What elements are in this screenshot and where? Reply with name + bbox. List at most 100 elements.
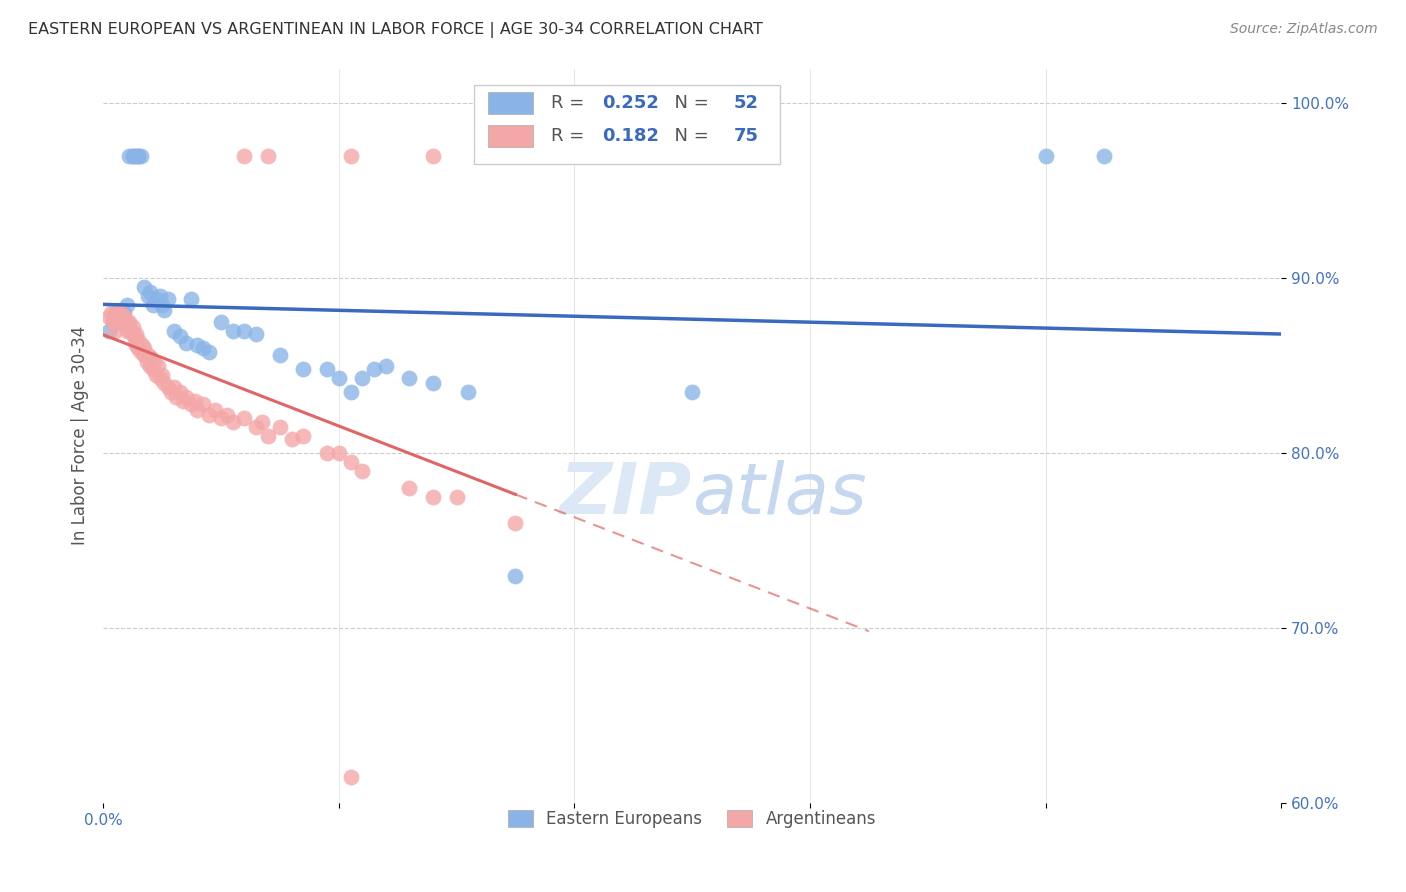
- Point: [209, 315, 232, 329]
- Point: [257, 428, 280, 442]
- Point: [339, 149, 361, 163]
- FancyBboxPatch shape: [488, 125, 533, 147]
- Point: [398, 371, 420, 385]
- Point: [172, 393, 194, 408]
- Point: [422, 490, 444, 504]
- Point: [136, 348, 159, 362]
- Point: [233, 324, 256, 338]
- Point: [139, 359, 162, 373]
- Point: [269, 420, 291, 434]
- Point: [118, 315, 141, 329]
- Point: [127, 333, 149, 347]
- Point: [121, 320, 143, 334]
- FancyBboxPatch shape: [488, 92, 533, 114]
- Point: [233, 411, 256, 425]
- Point: [374, 359, 396, 373]
- Point: [134, 280, 156, 294]
- Point: [135, 355, 157, 369]
- Point: [115, 297, 138, 311]
- Point: [163, 324, 186, 338]
- Point: [222, 415, 245, 429]
- Point: [198, 408, 221, 422]
- Point: [98, 324, 121, 338]
- Point: [245, 327, 267, 342]
- Point: [193, 341, 215, 355]
- Point: [153, 376, 176, 391]
- Point: [136, 289, 159, 303]
- Point: [339, 455, 361, 469]
- Point: [150, 297, 173, 311]
- Point: [292, 362, 315, 376]
- Point: [125, 327, 148, 342]
- Point: [104, 310, 127, 324]
- Point: [174, 390, 197, 404]
- Point: [105, 315, 128, 329]
- Text: Source: ZipAtlas.com: Source: ZipAtlas.com: [1230, 22, 1378, 37]
- Point: [316, 446, 339, 460]
- Text: N =: N =: [662, 94, 714, 112]
- Point: [104, 310, 127, 324]
- Point: [422, 376, 444, 391]
- Point: [139, 285, 162, 300]
- Point: [101, 315, 124, 329]
- Point: [148, 359, 170, 373]
- Text: ZIP: ZIP: [560, 460, 692, 529]
- Point: [156, 293, 179, 307]
- Text: atlas: atlas: [692, 460, 866, 529]
- Y-axis label: In Labor Force | Age 30-34: In Labor Force | Age 30-34: [72, 326, 89, 545]
- Point: [681, 384, 703, 399]
- Point: [153, 302, 176, 317]
- Point: [328, 446, 350, 460]
- Point: [156, 380, 179, 394]
- Point: [129, 149, 152, 163]
- Point: [149, 289, 172, 303]
- Point: [104, 324, 127, 338]
- Point: [245, 420, 267, 434]
- Point: [120, 324, 142, 338]
- Point: [149, 371, 172, 385]
- Point: [505, 568, 527, 582]
- Point: [316, 362, 339, 376]
- Point: [257, 149, 280, 163]
- Point: [107, 315, 129, 329]
- Point: [111, 310, 134, 324]
- Point: [250, 415, 273, 429]
- Point: [163, 380, 186, 394]
- Text: 75: 75: [734, 127, 758, 145]
- Point: [112, 315, 135, 329]
- Point: [104, 306, 127, 320]
- Text: R =: R =: [551, 127, 589, 145]
- Text: N =: N =: [662, 127, 714, 145]
- Text: EASTERN EUROPEAN VS ARGENTINEAN IN LABOR FORCE | AGE 30-34 CORRELATION CHART: EASTERN EUROPEAN VS ARGENTINEAN IN LABOR…: [28, 22, 763, 38]
- Point: [180, 293, 202, 307]
- Point: [398, 481, 420, 495]
- Point: [169, 384, 191, 399]
- Point: [186, 402, 208, 417]
- Point: [127, 149, 149, 163]
- FancyBboxPatch shape: [474, 85, 780, 164]
- Point: [233, 149, 256, 163]
- Point: [422, 149, 444, 163]
- Legend: Eastern Europeans, Argentineans: Eastern Europeans, Argentineans: [502, 804, 883, 835]
- Point: [339, 770, 361, 784]
- Point: [134, 348, 156, 362]
- Point: [446, 490, 468, 504]
- Point: [121, 327, 143, 342]
- Point: [124, 333, 146, 347]
- Point: [215, 408, 238, 422]
- Text: 0.252: 0.252: [603, 94, 659, 112]
- Point: [131, 338, 153, 352]
- Point: [193, 397, 215, 411]
- Point: [125, 338, 148, 352]
- Point: [118, 149, 141, 163]
- Point: [107, 306, 129, 320]
- Point: [150, 368, 173, 382]
- Point: [1092, 149, 1115, 163]
- Point: [121, 149, 143, 163]
- Point: [505, 516, 527, 531]
- Point: [328, 371, 350, 385]
- Point: [339, 384, 361, 399]
- Point: [139, 350, 162, 364]
- Point: [110, 310, 132, 324]
- Point: [457, 384, 479, 399]
